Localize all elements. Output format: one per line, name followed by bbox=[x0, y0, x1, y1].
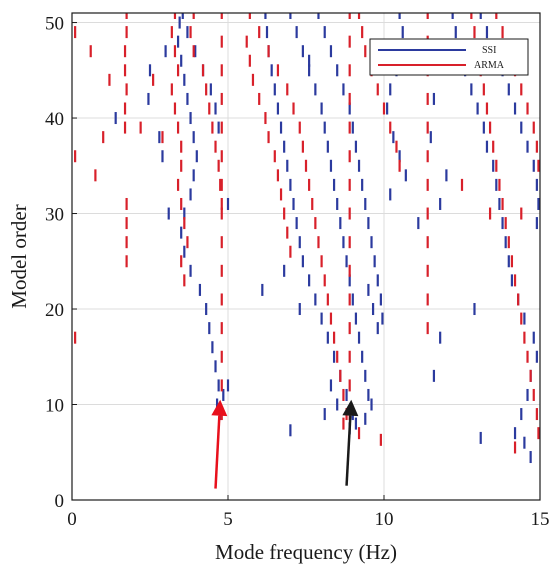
x-tick-label: 10 bbox=[375, 509, 394, 530]
red-arrow-head bbox=[211, 399, 228, 417]
legend-ssi-label: SSI bbox=[482, 45, 496, 56]
red-arrow-shaft bbox=[214, 415, 221, 489]
legend: SSI ARMA bbox=[369, 38, 529, 76]
y-tick-label: 30 bbox=[45, 205, 64, 226]
x-tick-label: 15 bbox=[531, 509, 550, 530]
plot-frame bbox=[71, 12, 541, 501]
y-tick-label: 20 bbox=[45, 300, 64, 321]
x-axis-ticks: 0 5 10 15 bbox=[67, 495, 550, 530]
y-axis-ticks: 0 10 20 30 40 50 bbox=[45, 14, 77, 512]
y-tick-label: 40 bbox=[45, 109, 64, 130]
legend-box bbox=[369, 38, 529, 76]
legend-arma-label: ARMA bbox=[474, 60, 505, 71]
arma-series bbox=[74, 13, 540, 454]
annotation-arrows bbox=[211, 399, 359, 489]
y-tick-label: 0 bbox=[55, 491, 65, 512]
y-axis-title: Model order bbox=[7, 204, 31, 308]
gridlines bbox=[71, 13, 541, 501]
black-arrow-head bbox=[342, 399, 359, 417]
y-tick-label: 50 bbox=[45, 14, 64, 35]
ssi-series bbox=[114, 13, 540, 464]
black-arrow-shaft bbox=[345, 415, 352, 486]
x-tick-label: 5 bbox=[223, 509, 233, 530]
y-tick-label: 10 bbox=[45, 396, 64, 417]
x-tick-label: 0 bbox=[67, 509, 77, 530]
x-axis-title: Mode frequency (Hz) bbox=[215, 540, 397, 564]
